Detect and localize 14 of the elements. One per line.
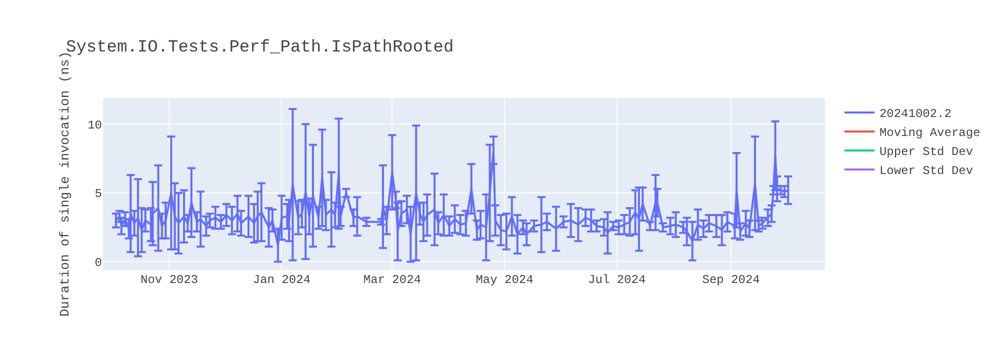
y-tick-label: 0 [94, 256, 102, 270]
x-tick-label: Mar 2024 [363, 273, 421, 287]
y-axis-title: Duration of single invocation (ns) [58, 51, 73, 317]
legend-label: Lower Std Dev [879, 164, 974, 178]
x-tick-label: Jan 2024 [252, 273, 310, 287]
legend-label: Upper Std Dev [879, 145, 974, 160]
x-tick-label: Jul 2024 [588, 273, 646, 287]
x-tick-label: Nov 2023 [140, 273, 198, 287]
legend-label: 20241002.2 [879, 107, 952, 122]
y-tick-label: 5 [94, 187, 102, 202]
y-tick-label: 10 [88, 118, 102, 132]
x-tick-label: May 2024 [476, 273, 534, 287]
x-tick-label: Sep 2024 [702, 273, 760, 287]
legend-label: Moving Average [879, 126, 980, 140]
